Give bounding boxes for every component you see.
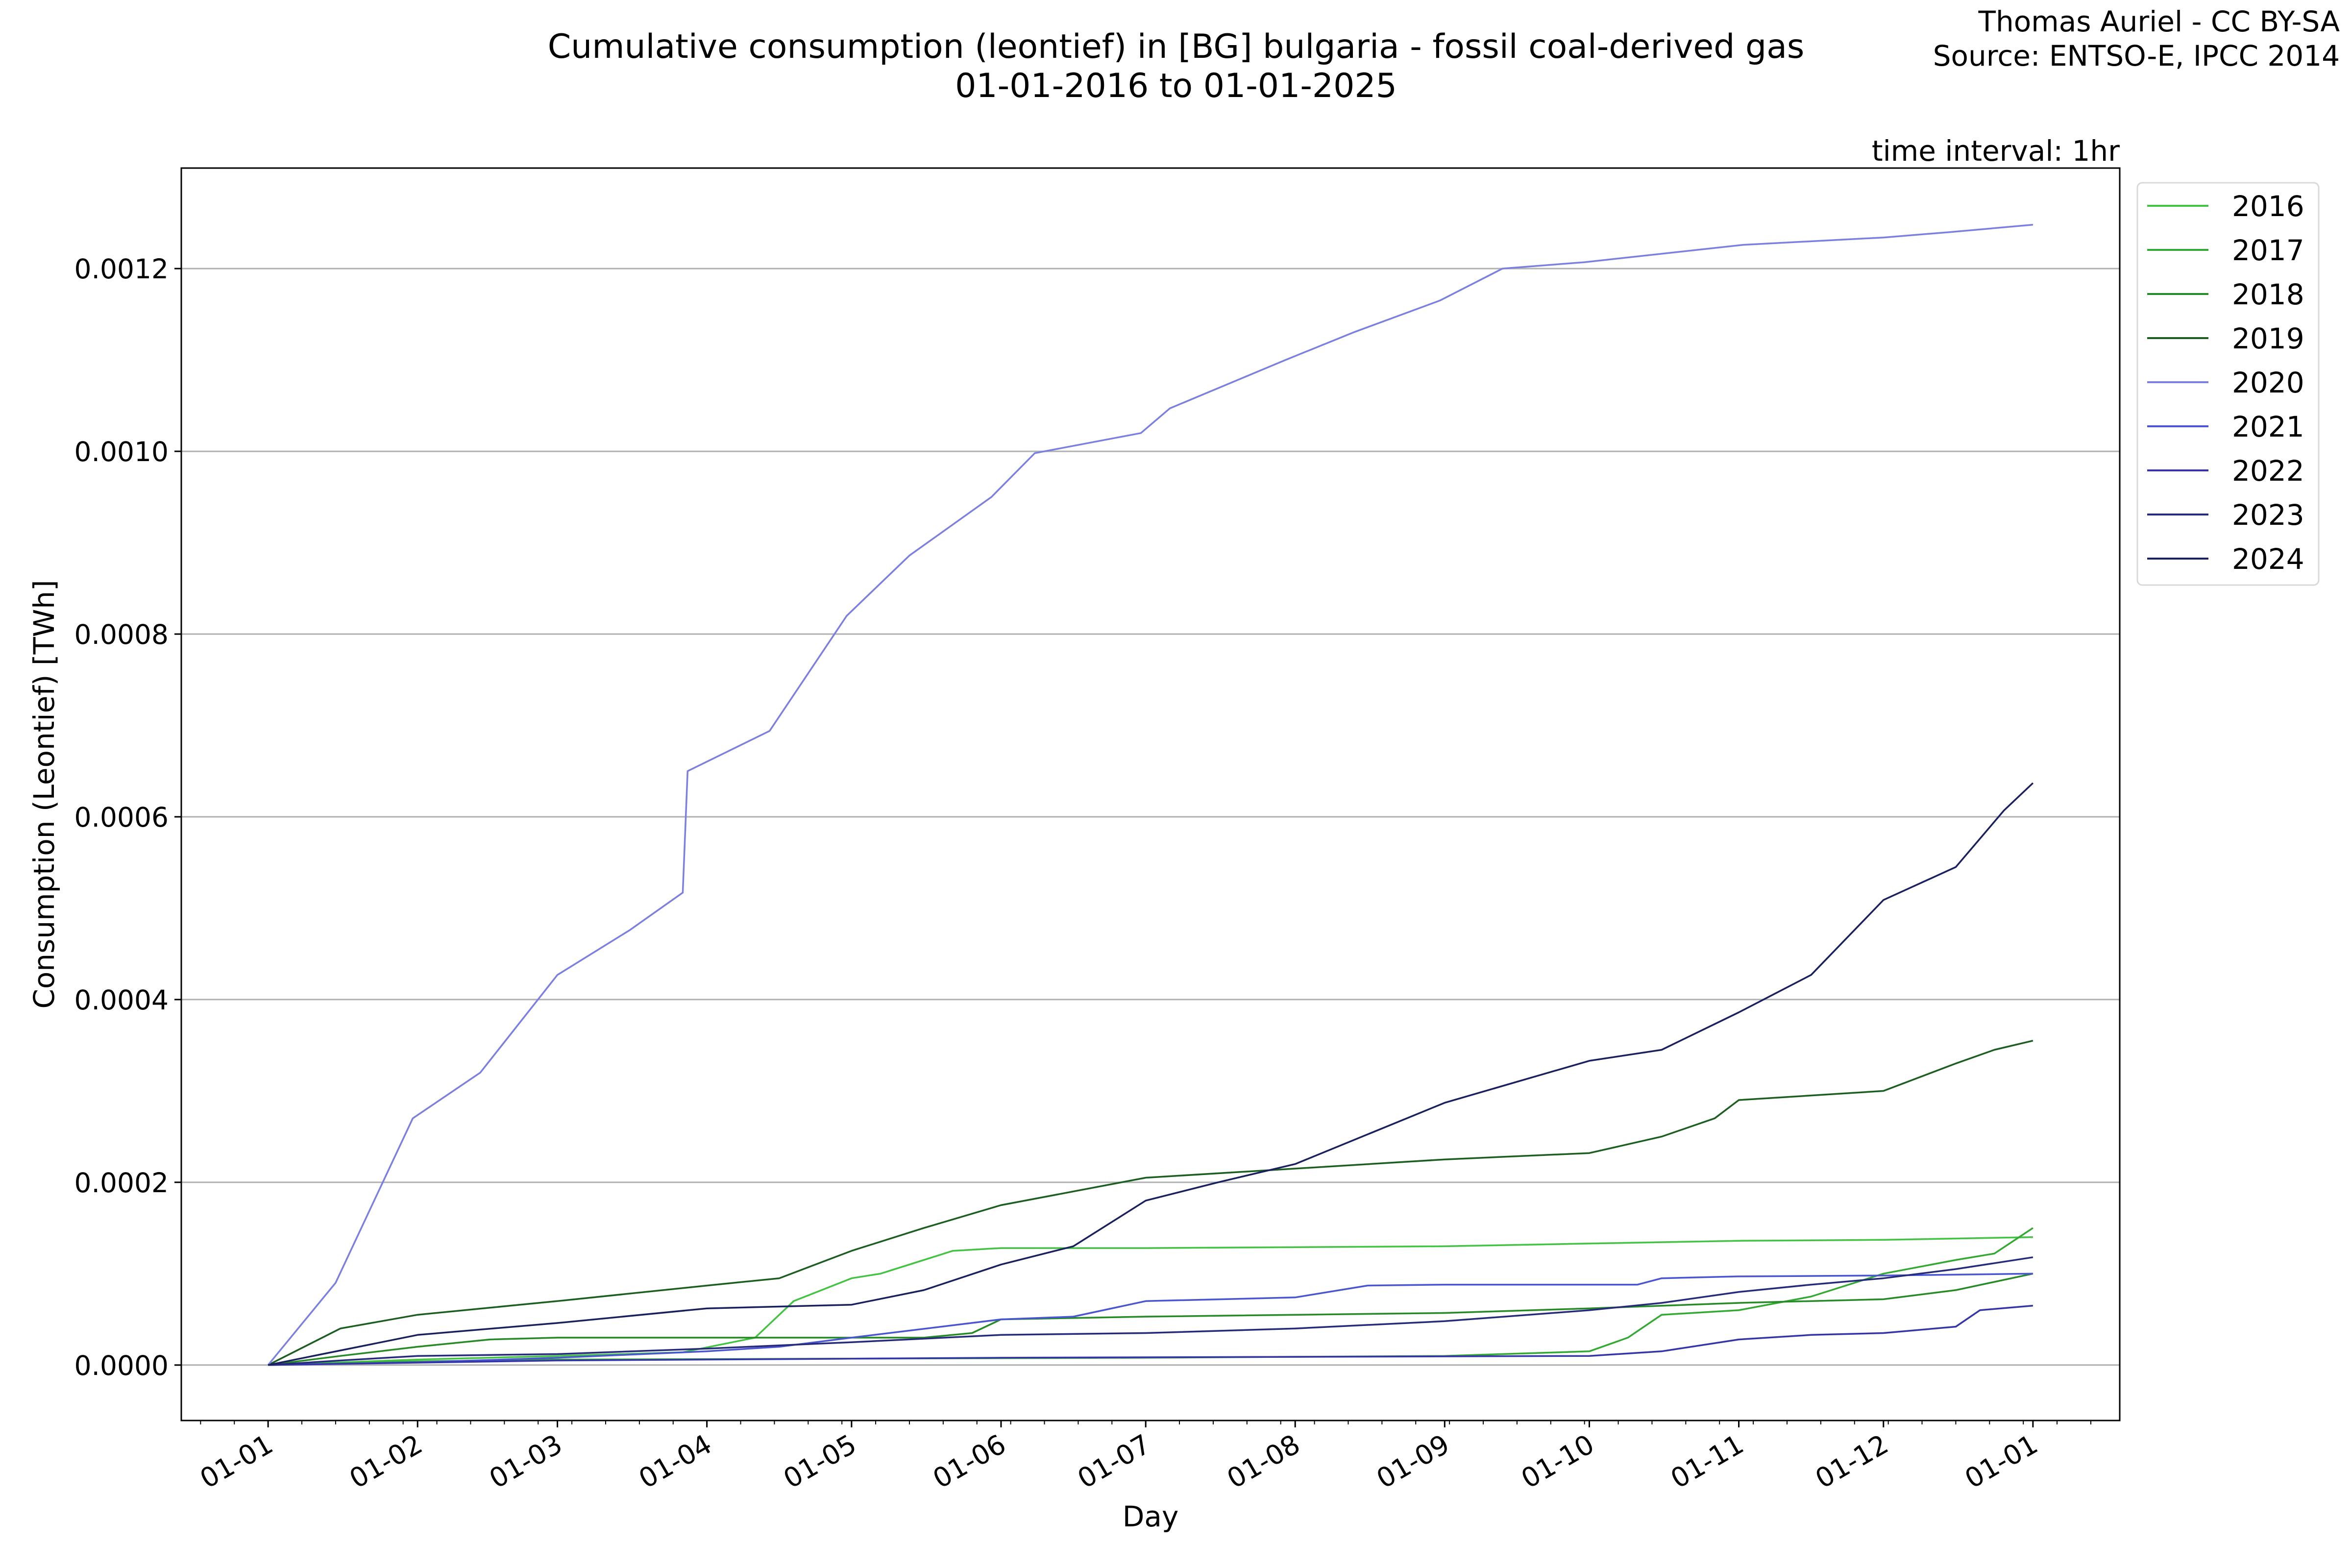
series-line-2018 bbox=[268, 1273, 2034, 1366]
x-tick-label: 01-01 bbox=[1960, 1428, 2043, 1494]
plot-frame bbox=[180, 167, 2121, 1421]
y-tick-label: 0.0000 bbox=[74, 1350, 169, 1381]
x-tick-label: 01-04 bbox=[634, 1428, 717, 1494]
y-tick-label: 0.0008 bbox=[74, 619, 169, 650]
y-tick-label: 0.0010 bbox=[74, 436, 169, 467]
chart-subtitle: 01-01-2016 to 01-01-2025 bbox=[955, 67, 1397, 105]
y-tick-label: 0.0004 bbox=[74, 984, 169, 1016]
legend-label-2021: 2021 bbox=[2232, 410, 2304, 443]
series-line-2024 bbox=[268, 782, 2034, 1366]
series-line-2021 bbox=[268, 1273, 2033, 1366]
legend-label-2024: 2024 bbox=[2232, 542, 2304, 576]
series-line-2019 bbox=[268, 1040, 2034, 1366]
time-interval-annotation: time interval: 1hr bbox=[1872, 134, 2120, 168]
x-tick-label: 01-07 bbox=[1072, 1428, 1155, 1494]
legend-label-2019: 2019 bbox=[2232, 322, 2304, 355]
series-line-2016 bbox=[268, 1236, 2033, 1366]
legend-label-2023: 2023 bbox=[2232, 498, 2304, 532]
legend-label-2020: 2020 bbox=[2232, 366, 2304, 399]
x-tick-label: 01-01 bbox=[195, 1428, 278, 1494]
legend: 2016 2017 2018 2019 2020 2021 2022 2023 2024 bbox=[2136, 182, 2320, 586]
legend-label-2022: 2022 bbox=[2232, 454, 2304, 488]
x-tick-label: 01-12 bbox=[1810, 1428, 1893, 1494]
credit-author: Thomas Auriel - CC BY-SA bbox=[1978, 5, 2340, 38]
series-lines bbox=[267, 223, 2034, 1366]
legend-label-2016: 2016 bbox=[2232, 190, 2304, 223]
x-tick-label: 01-05 bbox=[778, 1428, 861, 1494]
y-axis-label: Consumption (Leontief) [TWh] bbox=[27, 580, 61, 1008]
x-axis-label: Day bbox=[1123, 1500, 1179, 1533]
y-gridlines bbox=[181, 268, 2120, 1366]
series-line-2023 bbox=[268, 1256, 2034, 1366]
x-tick-label: 01-11 bbox=[1666, 1428, 1749, 1494]
x-tick-label: 01-03 bbox=[484, 1428, 567, 1494]
x-tick-label: 01-02 bbox=[344, 1428, 427, 1494]
x-tick-label: 01-06 bbox=[928, 1428, 1011, 1494]
series-line-2022 bbox=[268, 1304, 2034, 1366]
x-tick-label: 01-09 bbox=[1371, 1428, 1454, 1494]
x-tick-label: 01-10 bbox=[1516, 1428, 1599, 1494]
legend-label-2018: 2018 bbox=[2232, 278, 2304, 311]
y-axis-ticks: 0.0000 0.0002 0.0004 0.0006 0.0008 0.0010 0.00… bbox=[74, 253, 181, 1381]
legend-frame bbox=[2136, 182, 2320, 586]
x-tick-label: 01-08 bbox=[1222, 1428, 1305, 1494]
legend-label-2017: 2017 bbox=[2232, 234, 2304, 267]
x-axis-ticks: 01-01 01-02 01-03 01-04 01-05 01-06 01-07 01-08… bbox=[195, 1421, 2091, 1494]
y-tick-label: 0.0002 bbox=[74, 1167, 169, 1199]
series-line-2020 bbox=[267, 223, 2034, 1366]
chart-title: Cumulative consumption (leontief) in [BG… bbox=[548, 27, 1805, 66]
y-tick-label: 0.0012 bbox=[74, 253, 169, 285]
credit-source: Source: ENTSO-E, IPCC 2014 bbox=[1933, 39, 2340, 73]
y-tick-label: 0.0006 bbox=[74, 802, 169, 833]
